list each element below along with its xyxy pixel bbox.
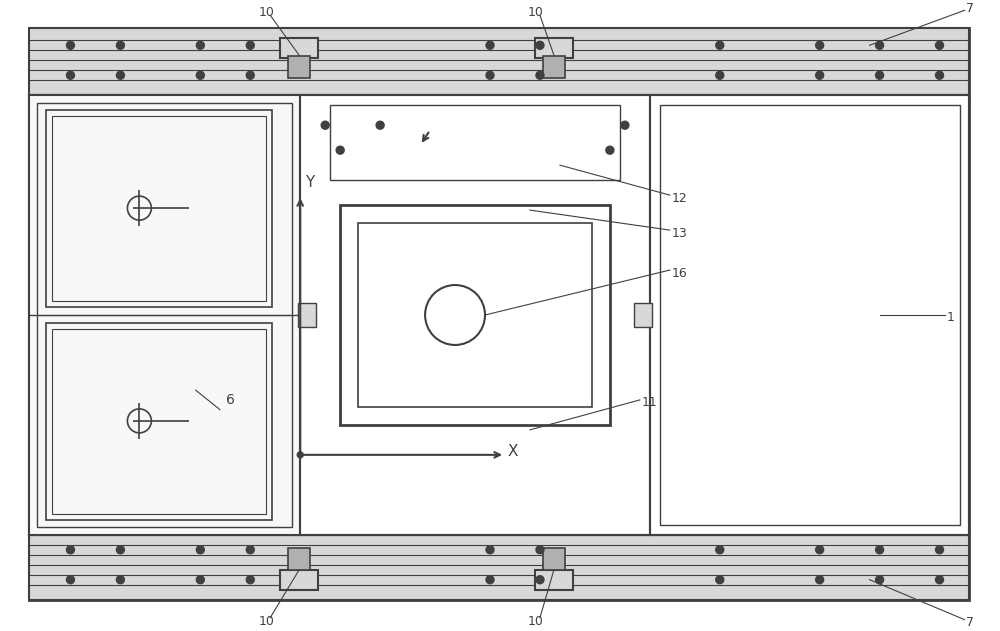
Bar [37, 103, 292, 527]
Circle shape [486, 41, 494, 49]
Circle shape [246, 575, 254, 584]
Bar [634, 303, 652, 327]
Circle shape [66, 575, 74, 584]
Circle shape [116, 71, 124, 80]
Circle shape [246, 71, 254, 80]
Bar [535, 570, 573, 590]
Text: 10: 10 [258, 615, 274, 628]
Circle shape [716, 41, 724, 49]
Bar [29, 534, 969, 599]
Bar [330, 105, 620, 180]
Bar [52, 329, 266, 514]
Text: Y: Y [305, 175, 314, 190]
Circle shape [876, 71, 884, 80]
Bar [46, 110, 272, 307]
Circle shape [716, 71, 724, 80]
Circle shape [606, 146, 614, 154]
Circle shape [486, 546, 494, 554]
Bar [650, 95, 969, 534]
Bar [543, 548, 565, 570]
Circle shape [536, 575, 544, 584]
Circle shape [876, 41, 884, 49]
Circle shape [336, 146, 344, 154]
Text: 7: 7 [966, 2, 974, 15]
Bar [29, 95, 300, 534]
Text: 6: 6 [226, 393, 235, 407]
Bar [29, 95, 969, 534]
Circle shape [196, 575, 204, 584]
Bar [543, 56, 565, 78]
Circle shape [196, 41, 204, 49]
Text: 13: 13 [672, 227, 688, 240]
Circle shape [376, 121, 384, 129]
Circle shape [486, 575, 494, 584]
Circle shape [936, 41, 944, 49]
Circle shape [536, 546, 544, 554]
Bar [280, 38, 318, 58]
Text: X: X [508, 444, 518, 459]
Text: 12: 12 [672, 192, 688, 204]
Text: 11: 11 [642, 396, 658, 410]
Circle shape [536, 41, 544, 49]
Circle shape [66, 546, 74, 554]
Circle shape [66, 71, 74, 80]
Text: 1: 1 [947, 312, 954, 324]
Text: 10: 10 [528, 6, 544, 19]
Circle shape [936, 546, 944, 554]
Circle shape [716, 575, 724, 584]
Bar [29, 28, 969, 95]
Circle shape [816, 546, 824, 554]
Circle shape [196, 546, 204, 554]
Bar [52, 116, 266, 301]
Circle shape [816, 41, 824, 49]
Circle shape [876, 546, 884, 554]
Text: 10: 10 [528, 615, 544, 628]
Bar [358, 223, 592, 407]
Circle shape [816, 71, 824, 80]
Circle shape [116, 546, 124, 554]
Circle shape [297, 452, 303, 458]
Circle shape [116, 575, 124, 584]
Bar [288, 548, 310, 570]
Bar [340, 205, 610, 425]
Bar [300, 95, 650, 534]
Circle shape [816, 575, 824, 584]
Circle shape [936, 575, 944, 584]
Circle shape [246, 546, 254, 554]
Circle shape [621, 121, 629, 129]
Bar [280, 570, 318, 590]
Circle shape [116, 41, 124, 49]
Text: 16: 16 [672, 266, 688, 280]
Bar [535, 38, 573, 58]
Text: 10: 10 [258, 6, 274, 19]
Bar [660, 105, 960, 525]
Circle shape [876, 575, 884, 584]
Circle shape [246, 41, 254, 49]
Circle shape [716, 546, 724, 554]
Circle shape [486, 71, 494, 80]
Circle shape [196, 71, 204, 80]
Bar [46, 323, 272, 520]
Text: 7: 7 [966, 616, 974, 629]
Bar [288, 56, 310, 78]
Bar [298, 303, 316, 327]
Circle shape [66, 41, 74, 49]
Circle shape [321, 121, 329, 129]
Circle shape [936, 71, 944, 80]
Circle shape [536, 71, 544, 80]
